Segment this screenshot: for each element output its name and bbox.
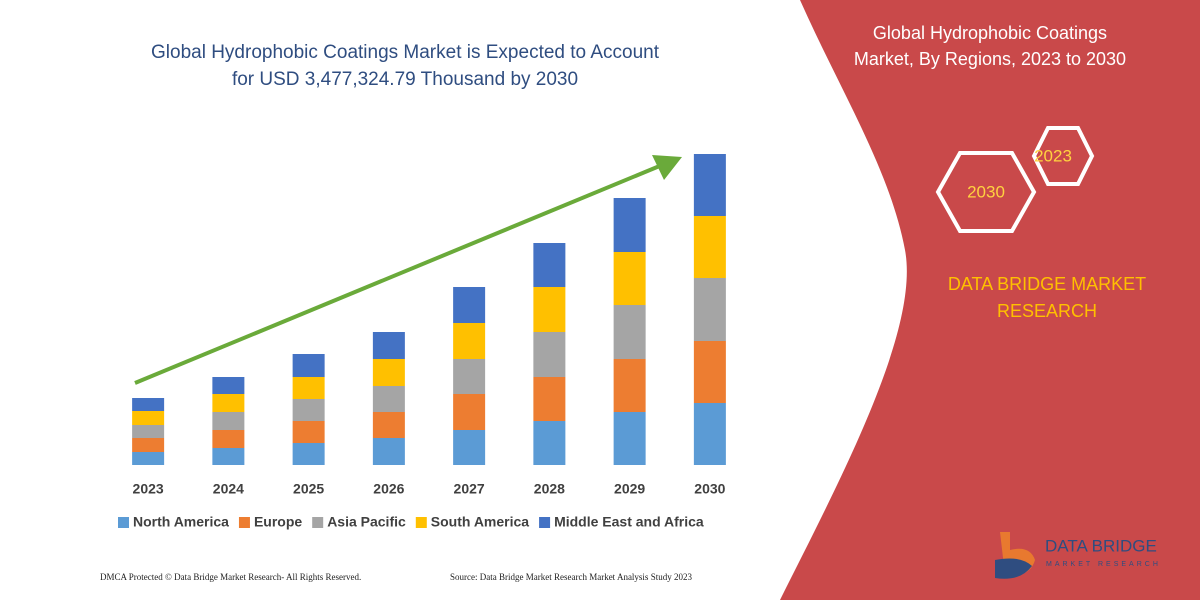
bar-segment — [212, 448, 245, 465]
side-panel — [780, 0, 1200, 600]
bar-segment — [693, 278, 726, 341]
bar-segment — [132, 438, 165, 452]
bar-segment — [613, 198, 646, 252]
trend-arrow-head — [652, 155, 682, 180]
bar-segment — [292, 377, 325, 399]
bar-segment — [453, 394, 486, 430]
bar-segment — [212, 430, 245, 448]
bar-segment — [613, 305, 646, 359]
bar-segment — [453, 323, 486, 359]
bar-segment — [212, 394, 245, 412]
hex-label: 2023 — [1034, 146, 1072, 165]
x-tick-label: 2023 — [133, 481, 164, 497]
logo-mark — [995, 558, 1032, 579]
footer-right: Source: Data Bridge Market Research Mark… — [450, 572, 692, 582]
bar-segment — [292, 421, 325, 443]
chart-subtitle: for USD 3,477,324.79 Thousand by 2030 — [232, 69, 578, 90]
logo-tagline: MARKET RESEARCH — [1046, 561, 1161, 568]
legend-swatch — [415, 517, 427, 528]
panel-title: Global Hydrophobic Coatings — [873, 23, 1107, 43]
bar-segment — [533, 332, 566, 377]
bar-segment — [533, 377, 566, 421]
legend-swatch — [238, 517, 250, 528]
bar-segment — [372, 332, 405, 359]
chart-title: Global Hydrophobic Coatings Market is Ex… — [151, 42, 660, 63]
bar-segment — [533, 243, 566, 287]
plot: 2023 2024 2025 2026 2027 2028 2029 2030 — [132, 154, 726, 497]
brand-text: DATA BRIDGE MARKET — [948, 274, 1146, 294]
bar-segment — [453, 430, 486, 465]
bar-segment — [693, 341, 726, 403]
bar-segment — [212, 377, 245, 394]
legend-label: Europe — [254, 514, 302, 530]
bar-segment — [372, 359, 405, 386]
x-tick-label: 2027 — [454, 481, 485, 497]
panel-title: Market, By Regions, 2023 to 2030 — [854, 49, 1126, 69]
hex-label: 2030 — [967, 182, 1005, 201]
bar-segment — [693, 403, 726, 465]
legend-label: Middle East and Africa — [554, 514, 704, 530]
bar-segment — [132, 411, 165, 425]
x-tick-label: 2026 — [373, 481, 404, 497]
footer-left: DMCA Protected © Data Bridge Market Rese… — [100, 572, 361, 582]
bar-segment — [132, 398, 165, 411]
trend-arrow — [134, 163, 663, 385]
bar-segment — [292, 399, 325, 421]
bar-segment — [533, 287, 566, 332]
bar-segment — [372, 438, 405, 465]
brand-text: RESEARCH — [997, 301, 1097, 321]
bar-segment — [693, 154, 726, 216]
logo-name: DATA BRIDGE — [1045, 536, 1157, 555]
hexagon — [1031, 126, 1095, 186]
legend-swatch — [312, 517, 324, 528]
legend-swatch — [118, 517, 129, 528]
legend-swatch — [539, 517, 551, 528]
x-tick-label: 2029 — [614, 481, 645, 497]
bar-segment — [132, 452, 165, 465]
x-tick-label: 2028 — [534, 481, 565, 497]
bar-segment — [372, 386, 405, 412]
legend-label: North America — [133, 514, 229, 530]
x-tick-label: 2025 — [293, 481, 324, 497]
x-tick-label: 2024 — [213, 481, 244, 497]
hexagon — [935, 151, 1037, 233]
bar-segment — [453, 287, 486, 323]
bar-segment — [132, 425, 165, 438]
bar-segment — [292, 354, 325, 377]
legend-label: South America — [431, 514, 529, 530]
bar-segment — [212, 412, 245, 430]
bar-segment — [613, 252, 646, 305]
bar-segment — [613, 359, 646, 412]
bar-segment — [372, 412, 405, 438]
x-tick-label: 2030 — [694, 481, 725, 497]
bar-segment — [693, 216, 726, 278]
bar-segment — [533, 421, 566, 465]
legend: North America Europe Asia Pacific South Ame… — [118, 514, 704, 530]
bar-segment — [613, 412, 646, 465]
bar-segment — [292, 443, 325, 465]
legend-label: Asia Pacific — [327, 514, 406, 530]
bar-segment — [453, 359, 486, 394]
